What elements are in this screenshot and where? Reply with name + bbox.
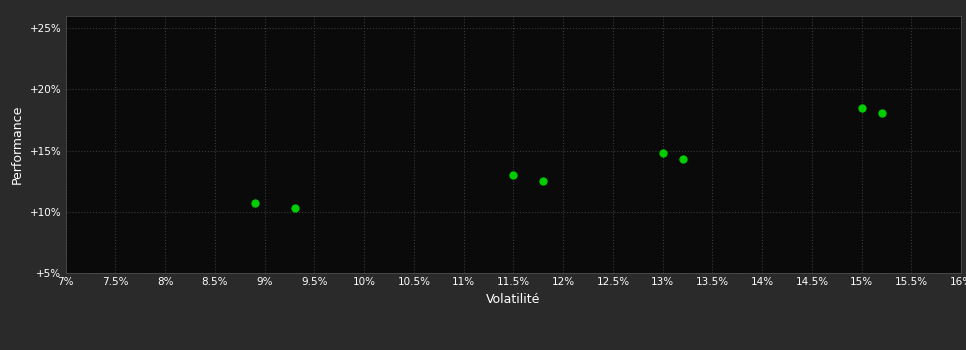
X-axis label: Volatilité: Volatilité xyxy=(486,293,541,306)
Point xyxy=(675,156,691,162)
Point xyxy=(655,150,670,156)
Y-axis label: Performance: Performance xyxy=(12,105,24,184)
Point xyxy=(247,201,263,206)
Point xyxy=(535,178,551,184)
Point xyxy=(874,110,890,116)
Point xyxy=(506,172,522,178)
Point xyxy=(854,105,869,111)
Point xyxy=(287,205,302,211)
